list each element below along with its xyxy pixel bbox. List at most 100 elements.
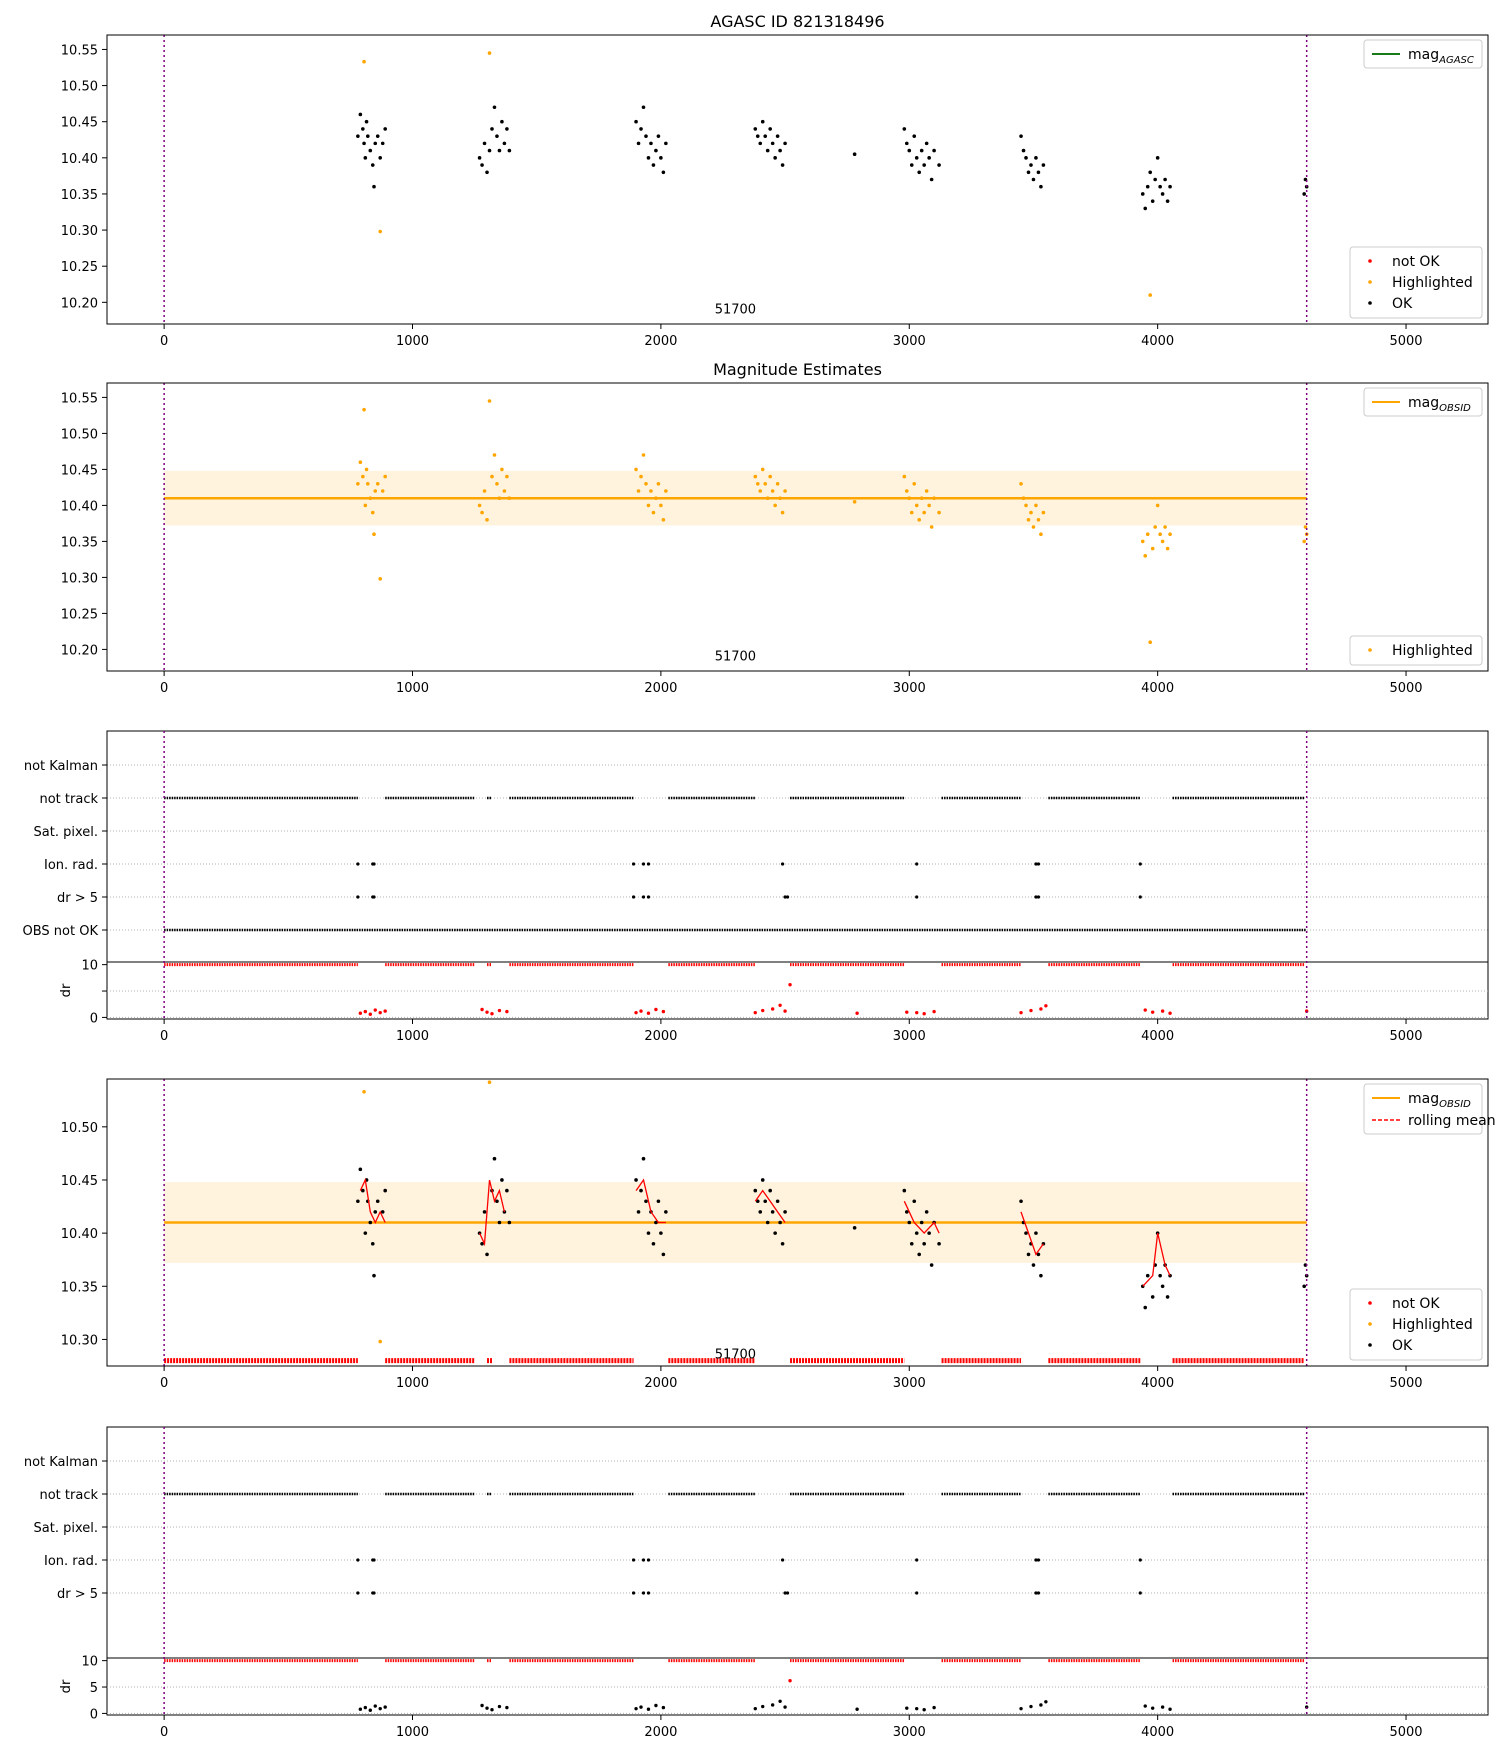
data-point-ok <box>363 156 368 160</box>
dr-point <box>383 1009 387 1013</box>
data-point-ok <box>1155 156 1160 160</box>
data-point-highlighted <box>634 467 638 472</box>
data-point-ok <box>485 170 489 175</box>
x-tick-label: 1000 <box>396 334 429 349</box>
data-point-ok <box>929 177 934 182</box>
x-tick-label: 2000 <box>644 334 677 349</box>
data-point-ok <box>1145 184 1150 189</box>
dr-point <box>770 1007 775 1011</box>
data-point-ok <box>927 156 931 160</box>
data-point-ok <box>763 1199 768 1204</box>
obsid-annotation: 51700 <box>715 303 756 318</box>
dr-point <box>753 1706 757 1711</box>
marker-legend <box>1349 635 1483 666</box>
data-point-highlighted <box>477 503 482 508</box>
x-tick-label: 4000 <box>1141 1029 1174 1044</box>
data-point-highlighted <box>1168 532 1172 536</box>
data-point-ok <box>1150 1295 1155 1299</box>
data-point-ok <box>1143 1305 1148 1310</box>
dr-point-not-ok <box>788 1678 792 1683</box>
x-tick-label: 3000 <box>893 1029 926 1044</box>
data-point-ok <box>477 156 482 160</box>
dr-frame <box>106 961 1489 1020</box>
legend-marker-swatch <box>1368 1301 1372 1305</box>
data-point-ok <box>937 163 941 167</box>
data-point-highlighted <box>361 474 365 479</box>
data-point-ok <box>634 1178 638 1182</box>
y-tick-label: 10.20 <box>61 643 98 658</box>
dr-point <box>788 982 792 987</box>
data-point-ok <box>361 1188 365 1193</box>
data-point-highlighted <box>1303 525 1308 529</box>
x-tick-label: 0 <box>160 1725 168 1740</box>
data-point-highlighted <box>505 474 509 479</box>
data-point-highlighted <box>1039 532 1043 536</box>
x-tick-label: 3000 <box>893 1376 926 1391</box>
data-point-ok <box>1036 170 1041 175</box>
data-point-ok <box>768 1188 772 1193</box>
data-point-ok <box>1024 156 1028 160</box>
data-point-ok <box>507 148 512 153</box>
data-point-ok <box>492 105 497 110</box>
dr-point <box>905 1010 909 1014</box>
data-point-highlighted <box>661 518 666 522</box>
data-point-ok <box>1019 134 1023 138</box>
data-point-ok <box>505 127 509 131</box>
data-point-ok <box>490 127 494 131</box>
y-tick-label: 10.35 <box>61 1280 98 1295</box>
rolling-mean-line <box>635 1178 666 1224</box>
axes-frame <box>106 34 1489 325</box>
x-tick-label: 2000 <box>644 1029 677 1044</box>
data-point-highlighted <box>368 496 373 501</box>
data-point-highlighted <box>362 407 366 412</box>
y-tick-label: 10.50 <box>61 427 98 442</box>
data-point-ok <box>505 1188 509 1193</box>
y-tick-label: 10.50 <box>61 80 98 95</box>
data-point-ok <box>1039 184 1043 189</box>
data-point-highlighted <box>775 482 780 486</box>
flag-point <box>1034 895 1038 899</box>
dr-point <box>761 1704 765 1709</box>
y-tick-label: 10.30 <box>61 224 98 239</box>
data-point-ok <box>495 134 499 138</box>
data-point-ok <box>755 134 760 138</box>
flag-point <box>646 895 651 899</box>
data-point-highlighted <box>753 474 758 479</box>
dr-point <box>778 1003 782 1007</box>
data-point-ok <box>639 1188 643 1193</box>
line-legend <box>1363 1083 1483 1135</box>
flag-point <box>641 1591 646 1595</box>
flag-point <box>1034 1558 1038 1562</box>
data-point-highlighted <box>1140 539 1145 544</box>
x-tick-label: 2000 <box>644 1725 677 1740</box>
dr-frame <box>106 1657 1489 1716</box>
data-point-highlighted <box>485 518 489 522</box>
flag-point <box>641 895 646 899</box>
x-tick-label: 1000 <box>396 1376 429 1391</box>
dr-point <box>363 1705 368 1710</box>
data-point-ok <box>368 1220 373 1225</box>
data-point-ok <box>378 156 383 160</box>
data-point-ok <box>773 1231 777 1235</box>
y-tick-label: 10.40 <box>61 152 98 167</box>
obsid-annotation: 51700 <box>715 650 756 665</box>
flag-point <box>356 895 360 899</box>
flag-point <box>780 1558 785 1562</box>
flag-point <box>1138 895 1142 899</box>
legend-marker-swatch <box>1368 259 1372 263</box>
flag-point <box>631 862 636 866</box>
legend-marker-swatch <box>1368 648 1372 652</box>
dr-point <box>485 1706 489 1710</box>
dr-point <box>778 1699 782 1703</box>
data-point-highlighted <box>490 474 494 479</box>
line-legend <box>1363 39 1483 69</box>
data-point-ok <box>1036 1252 1041 1257</box>
flag-point <box>780 862 785 866</box>
legend-marker-swatch <box>1368 280 1372 284</box>
dr-point <box>646 1011 651 1015</box>
flag-point <box>783 1591 787 1595</box>
data-point-highlighted <box>378 229 383 234</box>
data-point-ok <box>770 1210 775 1214</box>
y-tick-label: 10.55 <box>61 391 98 406</box>
flag-point <box>631 895 636 899</box>
